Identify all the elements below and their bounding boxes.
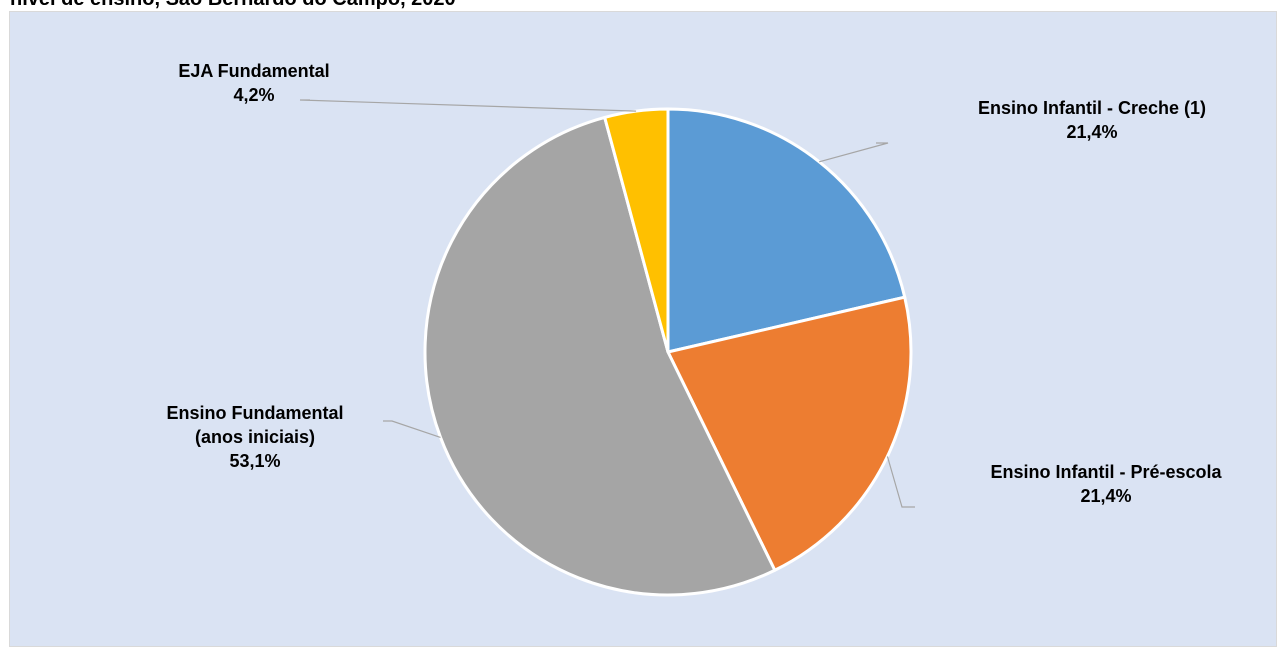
leader-line-ensino-fundamental-anos-iniciais bbox=[383, 420, 441, 439]
chart-title-strip: nível de ensino, São Bernardo do Campo, … bbox=[0, 0, 1280, 11]
data-label-ensino-fundamental-anos-iniciais: Ensino Fundamental (anos iniciais) 53,1% bbox=[166, 403, 343, 471]
pie-slice-ensino-fundamental-anos-iniciais bbox=[423, 115, 777, 597]
chart-title: nível de ensino, São Bernardo do Campo, … bbox=[10, 0, 456, 11]
leader-line-eja-fundamental bbox=[299, 99, 637, 112]
pie-slice-eja-fundamental bbox=[603, 107, 670, 354]
data-label-ensino-infantil-creche-1: Ensino Infantil - Creche (1) 21,4% bbox=[978, 98, 1206, 142]
chart-area: Ensino Infantil - Creche (1) 21,4% Ensino … bbox=[9, 11, 1277, 647]
data-label-ensino-infantil-pre-escola: Ensino Infantil - Pré-escola 21,4% bbox=[990, 462, 1222, 506]
leader-line-ensino-infantil-creche-1 bbox=[819, 142, 889, 163]
pie-chart: Ensino Infantil - Creche (1) 21,4% Ensino … bbox=[166, 61, 1223, 597]
pie-slice-ensino-infantil-pre-escola bbox=[666, 295, 913, 572]
data-label-eja-fundamental: EJA Fundamental 4,2% bbox=[178, 61, 329, 105]
leader-line-ensino-infantil-pre-escola bbox=[886, 456, 915, 508]
